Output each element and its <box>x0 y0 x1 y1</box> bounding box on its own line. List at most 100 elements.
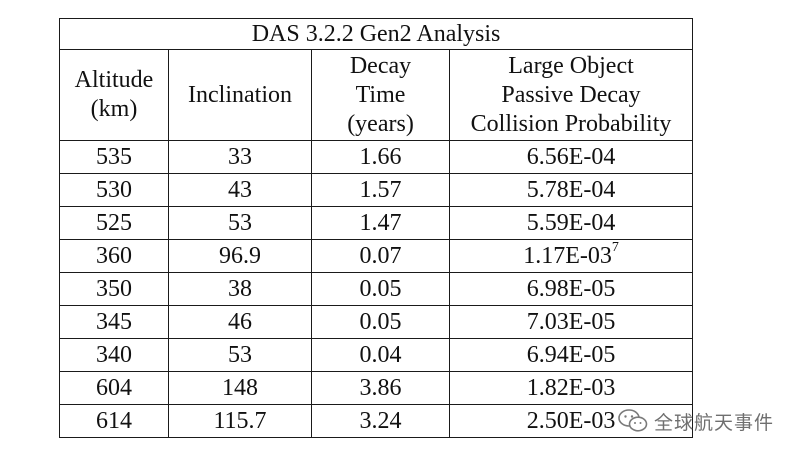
table-row: 525 53 1.47 5.59E-04 <box>59 206 694 240</box>
probability-cell: 7.03E-05 <box>448 305 694 339</box>
altitude-header: Altitude (km) <box>59 49 169 141</box>
inclination-cell-value: 53 <box>228 209 252 236</box>
inclination-cell-value: 96.9 <box>219 242 261 269</box>
table-row: 350 38 0.05 6.98E-05 <box>59 272 694 306</box>
inclination-cell: 43 <box>168 173 312 207</box>
probability-cell-value: 6.94E-05 <box>526 341 616 368</box>
altitude-cell: 604 <box>59 371 169 405</box>
table-row: 340 53 0.04 6.94E-05 <box>59 338 694 372</box>
table-row: 345 46 0.05 7.03E-05 <box>59 305 694 339</box>
inclination-cell-value: 33 <box>228 143 252 170</box>
wechat-logo-icon <box>618 409 648 432</box>
inclination-cell-value: 115.7 <box>213 407 267 434</box>
probability-cell-value: 6.98E-05 <box>526 275 616 302</box>
probability-cell-value: 6.56E-04 <box>526 143 616 170</box>
inclination-cell: 53 <box>168 206 312 240</box>
table-row: 360 96.9 0.07 1.17E-037 <box>59 239 694 273</box>
altitude-cell-value: 345 <box>96 308 132 335</box>
decay-time-cell: 1.57 <box>311 173 450 207</box>
header-line: (km) <box>90 96 138 122</box>
decay-time-cell: 0.04 <box>311 338 450 372</box>
probability-cell-value: 2.50E-03 <box>526 407 616 434</box>
probability-cell: 5.78E-04 <box>448 173 694 207</box>
header-line: Time <box>355 81 406 108</box>
header-line: Decay <box>349 52 412 79</box>
inclination-cell: 33 <box>168 140 312 174</box>
probability-cell: 1.82E-03 <box>448 371 694 405</box>
probability-cell-value: 5.78E-04 <box>526 176 616 203</box>
inclination-header: Inclination <box>168 49 312 141</box>
altitude-cell: 360 <box>59 239 169 273</box>
altitude-cell-value: 350 <box>96 275 132 302</box>
altitude-cell-value: 614 <box>96 407 132 434</box>
decay-time-cell-value: 0.05 <box>359 308 402 335</box>
inclination-cell: 115.7 <box>168 404 312 438</box>
probability-cell: 6.56E-04 <box>448 140 694 174</box>
altitude-cell: 535 <box>59 140 169 174</box>
footnote-marker: 7 <box>611 239 619 255</box>
table-body: 535 33 1.66 6.56E-04 530 43 1.57 5.78E-04 525 53 1… <box>59 140 694 438</box>
collision-probability-header: Large Object Passive Decay Collision Proba… <box>448 49 694 141</box>
altitude-cell-value: 530 <box>96 176 132 203</box>
probability-cell-value: 7.03E-05 <box>526 308 616 335</box>
header-line: Passive Decay <box>501 81 641 108</box>
altitude-cell: 345 <box>59 305 169 339</box>
inclination-cell: 96.9 <box>168 239 312 273</box>
probability-cell: 1.17E-037 <box>448 239 694 273</box>
table-row: 535 33 1.66 6.56E-04 <box>59 140 694 174</box>
decay-time-cell-value: 3.24 <box>359 407 402 434</box>
table-row: 530 43 1.57 5.78E-04 <box>59 173 694 207</box>
header-line: Inclination <box>188 81 292 108</box>
decay-time-cell: 0.07 <box>311 239 450 273</box>
decay-time-cell-value: 1.57 <box>359 176 402 203</box>
table-title: DAS 3.2.2 Gen2 Analysis <box>58 18 694 50</box>
das-analysis-table: DAS 3.2.2 Gen2 Analysis Altitude (km) Incl… <box>58 18 694 438</box>
decay-time-cell-value: 0.04 <box>359 341 402 368</box>
inclination-cell-value: 38 <box>228 275 252 302</box>
altitude-cell-value: 360 <box>96 242 132 269</box>
probability-cell: 6.94E-05 <box>448 338 694 372</box>
inclination-cell: 38 <box>168 272 312 306</box>
altitude-cell: 525 <box>59 206 169 240</box>
decay-time-cell: 1.66 <box>311 140 450 174</box>
inclination-cell-value: 46 <box>228 308 252 335</box>
altitude-cell: 350 <box>59 272 169 306</box>
header-line: (years) <box>347 110 414 137</box>
decay-time-cell-value: 3.86 <box>359 374 402 401</box>
inclination-cell: 148 <box>168 371 312 405</box>
decay-time-cell: 3.86 <box>311 371 450 405</box>
decay-time-cell: 0.05 <box>311 305 450 339</box>
watermark: 全球航天事件 <box>618 405 774 437</box>
inclination-cell: 53 <box>168 338 312 372</box>
inclination-cell: 46 <box>168 305 312 339</box>
altitude-cell-value: 525 <box>96 209 132 236</box>
decay-time-cell-value: 0.05 <box>359 275 402 302</box>
probability-cell-value: 1.17E-03 <box>523 242 612 269</box>
decay-time-cell-value: 1.66 <box>359 143 402 170</box>
altitude-cell-value: 535 <box>96 143 132 170</box>
probability-cell: 2.50E-03 <box>448 404 694 438</box>
table-row: 614 115.7 3.24 2.50E-03 <box>59 404 694 438</box>
altitude-cell-value: 604 <box>96 374 132 401</box>
decay-time-cell: 1.47 <box>311 206 450 240</box>
decay-time-cell: 3.24 <box>311 404 450 438</box>
probability-cell: 6.98E-05 <box>448 272 694 306</box>
altitude-cell-value: 340 <box>96 341 132 368</box>
header-line: Altitude <box>74 67 154 93</box>
inclination-cell-value: 43 <box>228 176 252 203</box>
decay-time-cell-value: 1.47 <box>359 209 402 236</box>
decay-time-header: Decay Time (years) <box>311 49 450 141</box>
altitude-cell: 340 <box>59 338 169 372</box>
header-line: Collision Probability <box>470 110 672 137</box>
altitude-cell: 614 <box>59 404 169 438</box>
header-row: Altitude (km) Inclination Decay Time (years) L… <box>59 49 694 141</box>
header-line: Large Object <box>508 52 634 79</box>
probability-cell-value: 1.82E-03 <box>526 374 616 401</box>
watermark-text: 全球航天事件 <box>654 411 775 434</box>
inclination-cell-value: 148 <box>222 374 258 401</box>
decay-time-cell-value: 0.07 <box>359 242 402 269</box>
table-row: 604 148 3.86 1.82E-03 <box>59 371 694 405</box>
probability-cell: 5.59E-04 <box>448 206 694 240</box>
probability-cell-value: 5.59E-04 <box>526 209 616 236</box>
altitude-cell: 530 <box>59 173 169 207</box>
